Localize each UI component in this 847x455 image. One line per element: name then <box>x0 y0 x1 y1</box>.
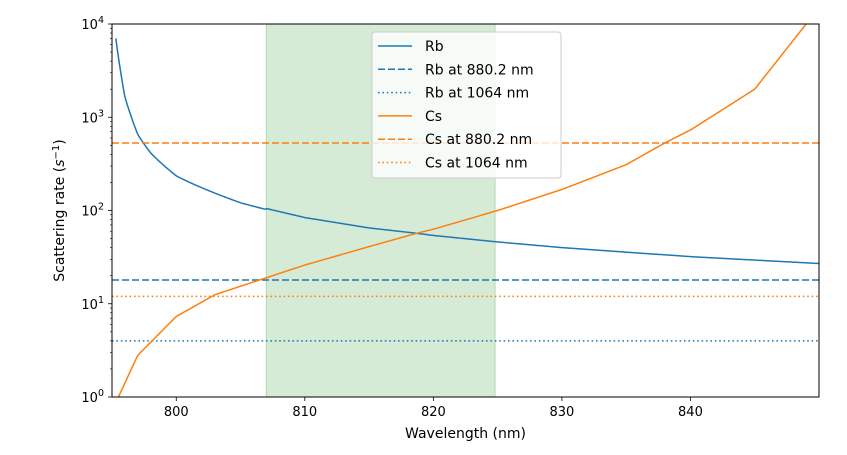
legend-label: Rb <box>425 39 444 55</box>
x-tick-label: 820 <box>421 405 446 420</box>
y-tick-label: 100 <box>81 388 104 406</box>
x-tick-label: 840 <box>678 405 703 420</box>
x-axis-label: Wavelength (nm) <box>405 426 526 442</box>
y-tick-label: 103 <box>81 108 104 126</box>
y-axis-label-unit-exponent: −1 <box>51 145 62 160</box>
x-tick-label: 810 <box>292 405 317 420</box>
legend-label: Cs at 1064 nm <box>425 156 528 172</box>
y-tick-label: 102 <box>81 202 104 220</box>
y-tick-label: 101 <box>81 295 104 313</box>
legend-label: Cs at 880.2 nm <box>425 132 532 148</box>
legend-label: Rb at 880.2 nm <box>425 62 534 78</box>
x-tick-label: 800 <box>164 405 189 420</box>
y-axis-label-text: Scattering rate <box>52 177 68 282</box>
x-tick-label: 830 <box>549 405 574 420</box>
legend-label: Rb at 1064 nm <box>425 86 529 102</box>
legend: Rb Rb at 880.2 nm Rb at 1064 nm Cs Cs at 880… <box>371 31 562 179</box>
legend-label: Cs <box>425 109 442 125</box>
series-line-3 <box>117 24 807 397</box>
y-axis-label: Scattering rate (s−1) <box>51 139 69 282</box>
y-axis-label-unit: s <box>52 159 68 166</box>
y-tick-label: 104 <box>81 15 104 33</box>
legend-box <box>371 31 562 179</box>
series-line-0 <box>115 38 819 265</box>
